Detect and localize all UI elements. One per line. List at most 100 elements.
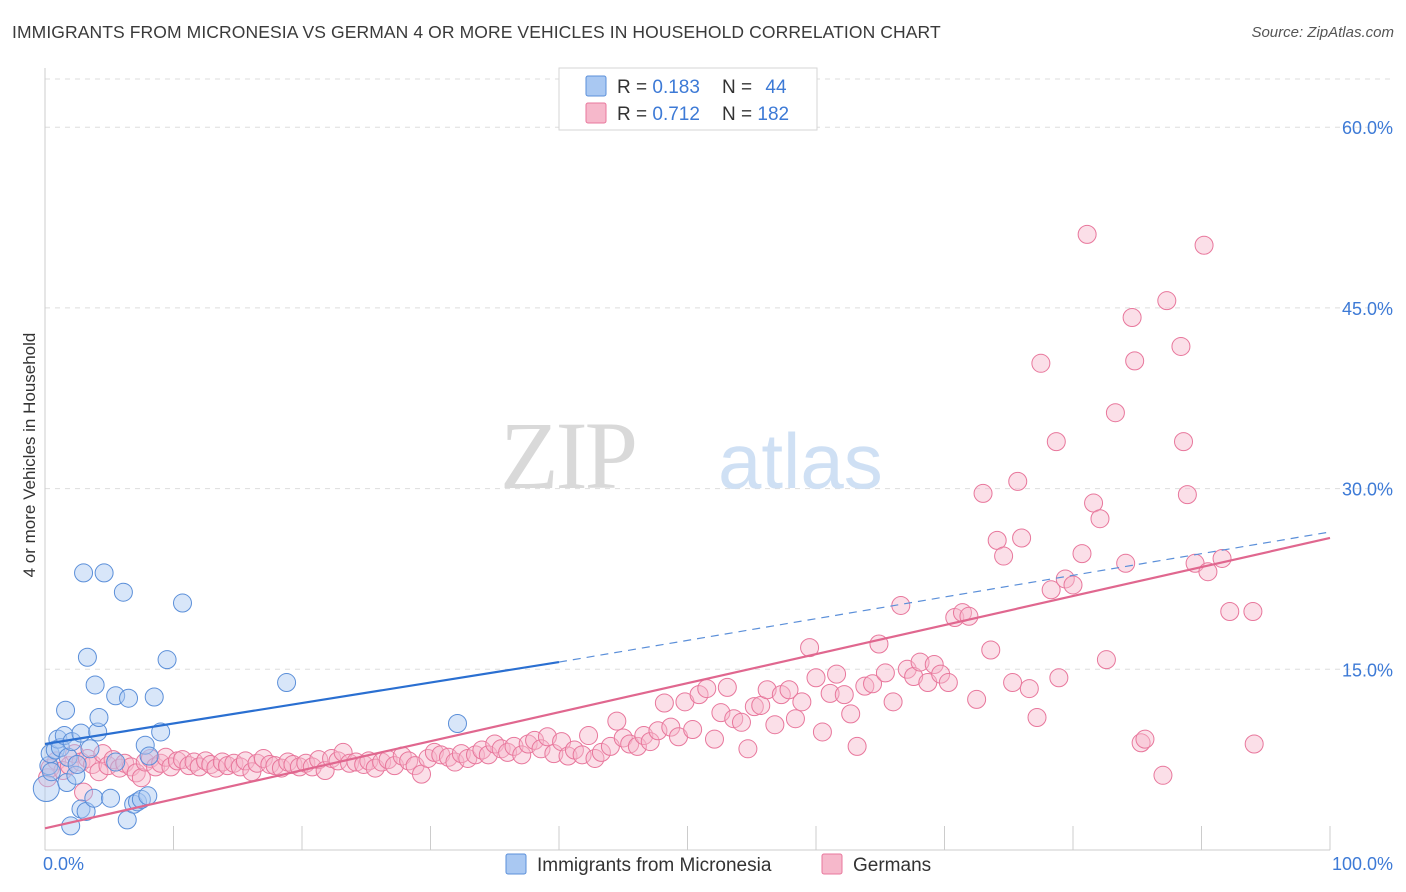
point-micronesia	[89, 707, 109, 727]
point-germans	[579, 726, 599, 746]
legend-n-value-2: 182	[757, 104, 789, 125]
point-germans	[738, 739, 758, 759]
point-germans	[806, 668, 826, 688]
point-germans	[792, 692, 812, 712]
point-micronesia	[56, 700, 76, 720]
point-germans	[841, 704, 861, 724]
point-germans	[1135, 729, 1155, 749]
point-germans	[1049, 668, 1069, 688]
bottom-legend-swatch-blue	[505, 853, 527, 875]
tick-labels: 15.0% 30.0% 45.0% 60.0% 0.0% 100.0%	[43, 118, 1393, 874]
point-germans	[640, 732, 660, 752]
bottom-legend-swatch-pink	[821, 853, 843, 875]
x-tick-label-max: 100.0%	[1332, 854, 1393, 874]
point-germans	[224, 753, 244, 773]
point-germans	[1153, 765, 1173, 785]
point-germans	[620, 734, 640, 754]
point-germans	[512, 745, 532, 765]
point-germans	[1003, 673, 1023, 693]
point-germans	[1243, 601, 1263, 621]
bottom-legend: Immigrants from Micronesia Germans	[505, 853, 931, 876]
point-germans	[478, 745, 498, 765]
point-micronesia	[131, 789, 151, 809]
point-germans	[531, 739, 551, 759]
point-germans	[924, 654, 944, 674]
point-germans	[938, 673, 958, 693]
axes	[44, 68, 1331, 851]
point-germans	[151, 753, 171, 773]
point-micronesia	[106, 752, 126, 772]
point-germans	[1220, 601, 1240, 621]
point-germans	[812, 722, 832, 742]
point-micronesia	[157, 650, 177, 670]
svg-text:R = 0.712: R = 0.712	[617, 104, 700, 125]
point-germans	[1019, 679, 1039, 699]
trend-line-micronesia-extension	[558, 531, 1331, 663]
legend-swatch-blue	[585, 75, 607, 97]
point-micronesia	[80, 739, 100, 759]
point-germans	[863, 674, 883, 694]
point-germans	[765, 715, 785, 735]
point-germans	[1125, 351, 1145, 371]
bottom-legend-label-germans: Germans	[853, 855, 931, 876]
point-germans	[399, 751, 419, 771]
point-germans	[1194, 235, 1214, 255]
point-germans	[1027, 707, 1047, 727]
point-germans	[74, 782, 94, 802]
y-tick-label: 60.0%	[1342, 118, 1393, 138]
point-germans	[1105, 403, 1125, 423]
point-germans	[1157, 291, 1177, 311]
point-micronesia	[85, 675, 105, 695]
legend-r-label-2: R =	[617, 104, 652, 125]
trend-line-micronesia	[44, 660, 560, 746]
point-germans	[1077, 224, 1097, 244]
point-germans	[967, 689, 987, 709]
point-germans	[1244, 734, 1264, 754]
point-germans	[875, 663, 895, 683]
point-germans	[757, 680, 777, 700]
point-germans	[607, 711, 627, 731]
point-germans	[201, 754, 221, 774]
watermark: ZIP atlas	[500, 402, 883, 509]
point-germans	[785, 709, 805, 729]
point-germans	[834, 685, 854, 705]
bottom-legend-label-micronesia: Immigrants from Micronesia	[537, 855, 772, 876]
point-germans	[910, 652, 930, 672]
x-tick-label-min: 0.0%	[43, 854, 84, 874]
point-germans	[1174, 432, 1194, 452]
point-germans	[1072, 544, 1092, 564]
grid	[45, 78, 1395, 670]
point-germans	[518, 734, 538, 754]
point-micronesia	[135, 735, 155, 755]
point-micronesia	[172, 593, 192, 613]
point-germans	[1090, 509, 1110, 529]
point-germans	[648, 721, 668, 741]
point-germans	[1041, 580, 1061, 600]
point-germans	[131, 768, 151, 788]
legend-r-label-1: R =	[617, 77, 652, 98]
point-micronesia	[84, 788, 104, 808]
point-micronesia	[67, 754, 87, 774]
point-germans	[711, 703, 731, 723]
point-micronesia	[32, 775, 60, 803]
y-tick-label: 30.0%	[1342, 480, 1393, 500]
point-germans	[717, 677, 737, 697]
point-germans	[1122, 308, 1142, 328]
point-germans	[438, 747, 458, 767]
point-germans	[904, 667, 924, 687]
series-micronesia	[32, 563, 467, 836]
point-germans	[135, 752, 155, 772]
point-micronesia	[144, 687, 164, 707]
point-germans	[689, 685, 709, 705]
point-germans	[654, 693, 674, 713]
point-germans	[1055, 569, 1075, 589]
legend-r-value-2: 0.712	[652, 104, 700, 125]
point-germans	[537, 727, 557, 747]
legend-n-label-2: N =	[722, 104, 757, 125]
legend-n-label-1: N =	[722, 77, 757, 98]
point-germans	[627, 736, 647, 756]
trend-lines	[44, 531, 1331, 830]
point-germans	[883, 692, 903, 712]
chart-source: Source: ZipAtlas.com	[1251, 24, 1394, 41]
point-micronesia	[101, 788, 121, 808]
